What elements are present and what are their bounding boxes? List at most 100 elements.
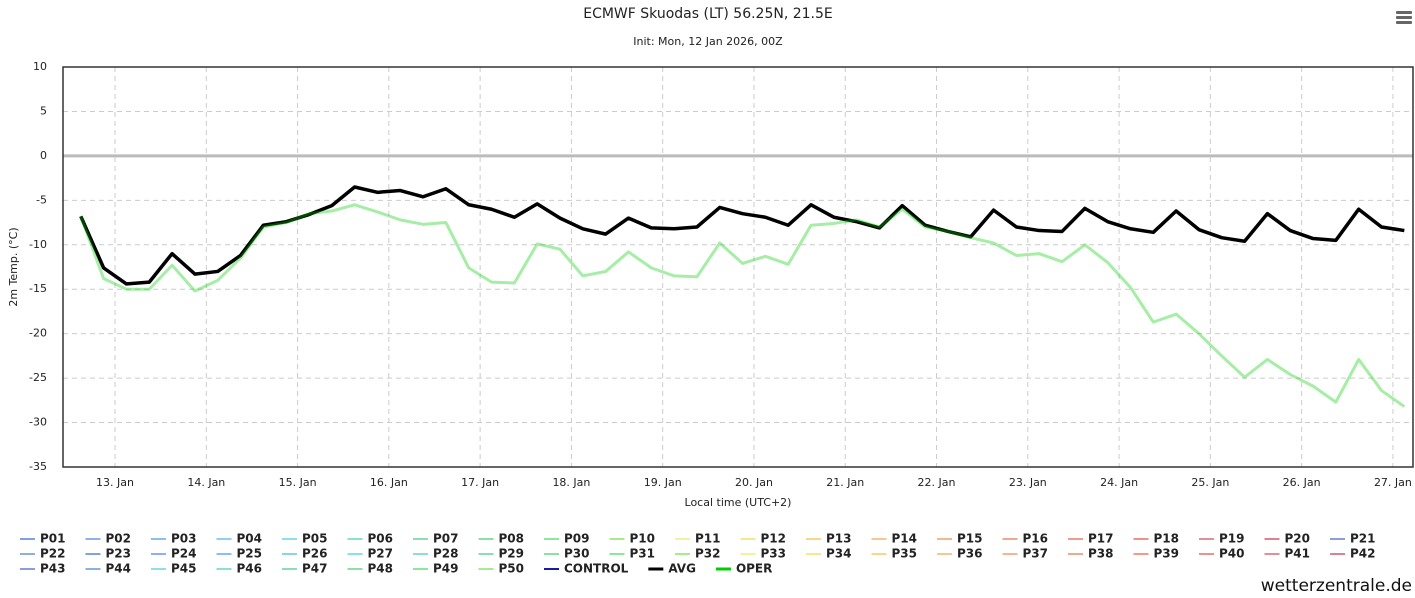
x-tick-label: 26. Jan xyxy=(1283,476,1321,489)
legend-item[interactable]: P36 xyxy=(937,547,983,561)
legend-label: P22 xyxy=(40,547,66,561)
legend-label: P37 xyxy=(1023,547,1049,561)
legend-label: P23 xyxy=(106,547,132,561)
legend-item[interactable]: P33 xyxy=(740,547,787,561)
legend-item[interactable]: P50 xyxy=(478,562,525,576)
legend-label: P05 xyxy=(302,532,328,546)
legend-label: P03 xyxy=(171,532,197,546)
legend-item[interactable]: P17 xyxy=(1068,532,1114,546)
legend-item[interactable]: P41 xyxy=(1264,547,1311,561)
legend-item[interactable]: OPER xyxy=(715,562,772,576)
x-tick-label: 22. Jan xyxy=(918,476,956,489)
legend-label: P32 xyxy=(695,547,721,561)
legend-item[interactable]: P26 xyxy=(282,547,328,561)
legend-item[interactable]: P49 xyxy=(413,562,459,576)
legend-label: P18 xyxy=(1154,532,1180,546)
legend-item[interactable]: P35 xyxy=(871,547,918,561)
y-tick-label: 0 xyxy=(40,149,47,162)
legend-item[interactable]: P09 xyxy=(544,532,590,546)
series-line xyxy=(79,185,1405,286)
legend-label: P33 xyxy=(761,547,787,561)
legend-label: P50 xyxy=(499,562,525,576)
legend-item[interactable]: P02 xyxy=(85,532,132,546)
legend-item[interactable]: P43 xyxy=(20,562,66,576)
x-tick-label: 25. Jan xyxy=(1191,476,1229,489)
legend-item[interactable]: P42 xyxy=(1330,547,1376,561)
legend-item[interactable]: P08 xyxy=(478,532,525,546)
legend-item[interactable]: P46 xyxy=(216,562,263,576)
legend-item[interactable]: P25 xyxy=(216,547,263,561)
legend-label: P36 xyxy=(957,547,983,561)
legend-item[interactable]: P20 xyxy=(1264,532,1311,546)
legend-item[interactable]: AVG xyxy=(648,562,696,576)
legend-label: P30 xyxy=(564,547,590,561)
legend-label: P41 xyxy=(1285,547,1311,561)
legend-label: P34 xyxy=(826,547,852,561)
legend-label: P08 xyxy=(499,532,525,546)
legend-label: P25 xyxy=(237,547,263,561)
y-axis-label: 2m Temp. (°C) xyxy=(7,227,20,306)
legend-item[interactable]: P32 xyxy=(675,547,721,561)
x-tick-label: 13. Jan xyxy=(96,476,134,489)
legend-item[interactable]: P39 xyxy=(1133,547,1180,561)
x-tick-label: 17. Jan xyxy=(461,476,499,489)
legend-item[interactable]: P34 xyxy=(806,547,852,561)
legend-item[interactable]: P48 xyxy=(347,562,394,576)
y-tick-label: -20 xyxy=(29,327,47,340)
legend-label: P40 xyxy=(1219,547,1245,561)
legend-item[interactable]: P37 xyxy=(1002,547,1049,561)
legend-item[interactable]: P21 xyxy=(1330,532,1376,546)
legend-item[interactable]: P24 xyxy=(151,547,197,561)
legend-item[interactable]: P12 xyxy=(740,532,787,546)
legend-item[interactable]: P18 xyxy=(1133,532,1180,546)
y-tick-label: -10 xyxy=(29,238,47,251)
x-tick-label: 14. Jan xyxy=(187,476,225,489)
legend-item[interactable]: P38 xyxy=(1068,547,1114,561)
x-tick-label: 16. Jan xyxy=(370,476,408,489)
legend-label: P38 xyxy=(1088,547,1114,561)
legend-item[interactable]: P14 xyxy=(871,532,918,546)
x-tick-label: 15. Jan xyxy=(279,476,317,489)
legend-item[interactable]: P03 xyxy=(151,532,197,546)
y-tick-label: -30 xyxy=(29,416,47,429)
legend-label: P28 xyxy=(433,547,459,561)
legend-item[interactable]: P04 xyxy=(216,532,263,546)
legend-item[interactable]: P13 xyxy=(806,532,852,546)
legend-item[interactable]: P27 xyxy=(347,547,394,561)
legend-item[interactable]: P29 xyxy=(478,547,525,561)
legend-label: P21 xyxy=(1350,532,1376,546)
legend-label: P24 xyxy=(171,547,197,561)
legend-item[interactable]: P28 xyxy=(413,547,459,561)
legend-item[interactable]: P19 xyxy=(1199,532,1245,546)
legend-item[interactable]: P10 xyxy=(609,532,656,546)
legend-item[interactable]: P15 xyxy=(937,532,983,546)
legend-item[interactable]: P11 xyxy=(675,532,721,546)
legend-item[interactable]: P45 xyxy=(151,562,197,576)
legend-label: P35 xyxy=(892,547,918,561)
y-tick-label: 10 xyxy=(33,60,47,73)
chart-subtitle: Init: Mon, 12 Jan 2026, 00Z xyxy=(633,35,783,48)
legend-label: CONTROL xyxy=(564,562,629,576)
chart-title: ECMWF Skuodas (LT) 56.25N, 21.5E xyxy=(583,6,833,22)
legend-item[interactable]: CONTROL xyxy=(544,562,629,576)
legend-label: P42 xyxy=(1350,547,1376,561)
legend-item[interactable]: P05 xyxy=(282,532,328,546)
legend-item[interactable]: P44 xyxy=(85,562,132,576)
x-tick-label: 21. Jan xyxy=(826,476,864,489)
legend-item[interactable]: P22 xyxy=(20,547,66,561)
legend-item[interactable]: P40 xyxy=(1199,547,1245,561)
legend-label: P06 xyxy=(368,532,394,546)
legend-label: P49 xyxy=(433,562,459,576)
legend-item[interactable]: P31 xyxy=(609,547,656,561)
legend-item[interactable]: P47 xyxy=(282,562,328,576)
menu-button[interactable] xyxy=(1396,11,1412,24)
legend-item[interactable]: P23 xyxy=(85,547,132,561)
legend-label: P39 xyxy=(1154,547,1180,561)
legend-item[interactable]: P06 xyxy=(347,532,394,546)
legend-item[interactable]: P16 xyxy=(1002,532,1049,546)
legend-item[interactable]: P01 xyxy=(20,532,66,546)
legend-item[interactable]: P30 xyxy=(544,547,590,561)
legend-label: AVG xyxy=(668,562,696,576)
legend-item[interactable]: P07 xyxy=(413,532,459,546)
